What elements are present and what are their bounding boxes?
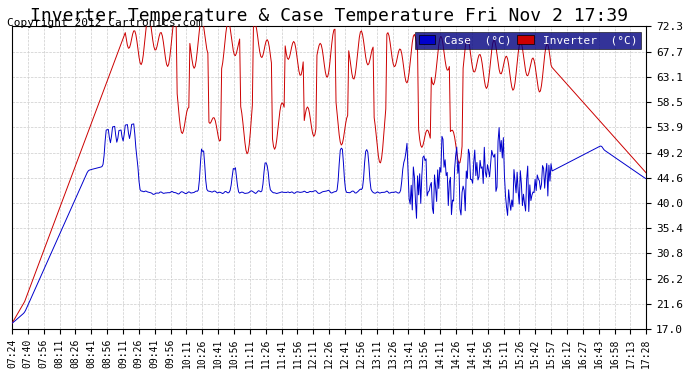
Legend: Case  (°C), Inverter  (°C): Case (°C), Inverter (°C) bbox=[415, 32, 641, 49]
Title: Inverter Temperature & Case Temperature Fri Nov 2 17:39: Inverter Temperature & Case Temperature … bbox=[30, 7, 628, 25]
Text: Copyright 2012 Cartronics.com: Copyright 2012 Cartronics.com bbox=[7, 18, 203, 28]
